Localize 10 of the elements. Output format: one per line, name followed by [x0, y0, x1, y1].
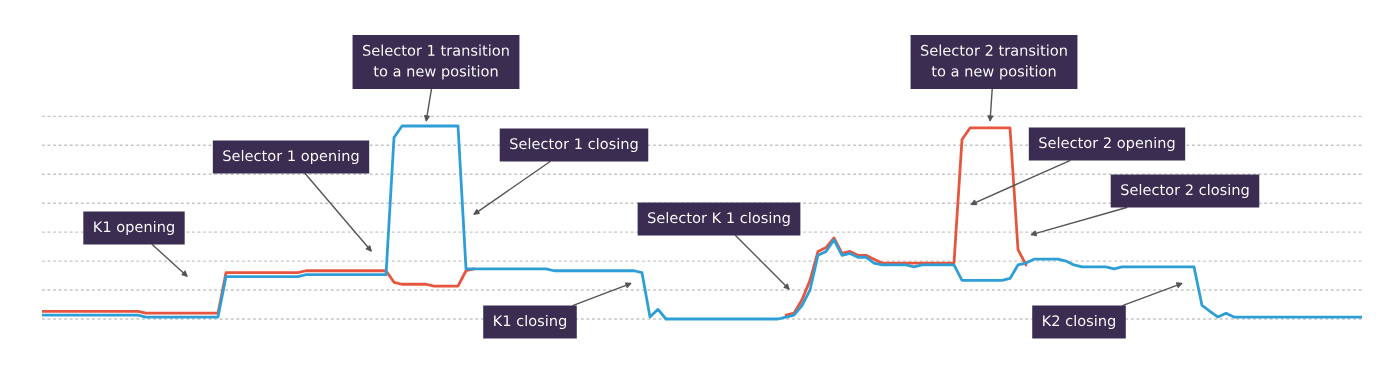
annotation: Selector K 1 closing	[648, 211, 790, 227]
annotation: Selector 2 opening	[1039, 136, 1175, 152]
annotation: Selector 2 closing	[1121, 183, 1249, 199]
text: Selector 2 transition to a new position	[921, 44, 1067, 80]
annotation: K2 closing	[1043, 314, 1115, 330]
text: Selector 1 transition to a new position	[363, 44, 509, 80]
annotation: Selector 1 opening	[223, 149, 359, 165]
annotation: K1 opening	[94, 220, 174, 236]
annotation: K1 closing	[494, 314, 566, 330]
annotation: Selector 1 closing	[510, 137, 638, 153]
